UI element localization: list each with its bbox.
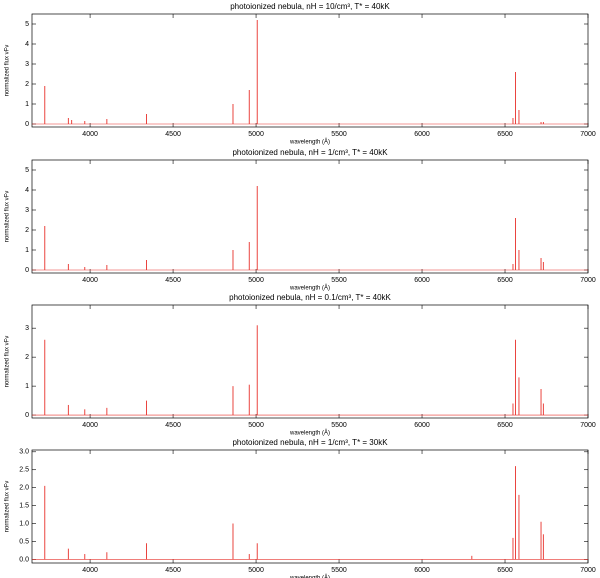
x-tick-label: 4000 [82, 567, 98, 574]
y-axis-label: normalized flux νFν [5, 336, 11, 388]
plot-frame [31, 159, 589, 274]
x-tick-label: 4500 [165, 277, 181, 284]
x-tick-label: 5000 [248, 567, 264, 574]
x-tick-label: 6000 [414, 567, 430, 574]
y-tick-label: 5 [25, 167, 29, 174]
x-axis-label: wavelength (Å) [289, 139, 330, 146]
x-tick-label: 4500 [165, 131, 181, 138]
x-tick-label: 4000 [82, 277, 98, 284]
x-tick-label: 5500 [331, 131, 347, 138]
x-tick-label: 7000 [580, 131, 596, 138]
y-axis-label: normalized flux νFν [5, 191, 11, 243]
x-tick-label: 5000 [248, 131, 264, 138]
y-tick-label: 5 [25, 21, 29, 28]
x-tick-label: 5000 [248, 277, 264, 284]
y-tick-label: 0 [25, 267, 29, 274]
y-tick-label: 2 [25, 81, 29, 88]
x-axis-label: wavelength (Å) [289, 575, 330, 578]
x-tick-label: 6000 [414, 422, 430, 429]
x-tick-label: 4000 [82, 422, 98, 429]
y-tick-label: 0 [25, 121, 29, 128]
y-tick-label: 1.0 [19, 520, 29, 527]
x-tick-label: 6500 [497, 422, 513, 429]
x-tick-label: 5500 [331, 567, 347, 574]
x-tick-label: 6500 [497, 567, 513, 574]
x-tick-label: 6500 [497, 131, 513, 138]
x-tick-label: 4500 [165, 567, 181, 574]
y-tick-label: 4 [25, 41, 29, 48]
y-tick-label: 1 [25, 383, 29, 390]
y-tick-label: 0 [25, 412, 29, 419]
chart-title: photoionized nebula, nH = 1/cm³, T* = 30… [232, 438, 388, 447]
x-tick-label: 6000 [414, 277, 430, 284]
x-tick-label: 5500 [331, 277, 347, 284]
chart-title: photoionized nebula, nH = 1/cm³, T* = 40… [232, 148, 388, 157]
y-tick-label: 1 [25, 101, 29, 108]
y-tick-label: 3 [25, 325, 29, 332]
x-tick-label: 5500 [331, 422, 347, 429]
chart-title: photoionized nebula, nH = 0.1/cm³, T* = … [229, 293, 391, 302]
x-tick-label: 6500 [497, 277, 513, 284]
y-tick-label: 3 [25, 61, 29, 68]
x-tick-label: 7000 [580, 422, 596, 429]
x-tick-label: 7000 [580, 277, 596, 284]
y-tick-label: 3.0 [19, 449, 29, 456]
plot-frame [31, 13, 589, 128]
y-tick-label: 1 [25, 247, 29, 254]
x-tick-label: 4000 [82, 131, 98, 138]
chart-title: photoionized nebula, nH = 10/cm³, T* = 4… [230, 2, 390, 11]
y-tick-label: 4 [25, 187, 29, 194]
y-tick-label: 2 [25, 354, 29, 361]
y-tick-label: 0.5 [19, 538, 29, 545]
y-axis-label: normalized flux νFν [5, 481, 11, 533]
x-tick-label: 5000 [248, 422, 264, 429]
y-tick-label: 3 [25, 207, 29, 214]
y-tick-label: 0.0 [19, 556, 29, 563]
y-tick-label: 1.5 [19, 502, 29, 509]
x-axis-label: wavelength (Å) [289, 285, 330, 292]
x-tick-label: 4500 [165, 422, 181, 429]
y-axis-label: normalized flux νFν [5, 45, 11, 97]
plot-frame [31, 449, 589, 564]
x-tick-label: 6000 [414, 131, 430, 138]
y-tick-label: 2.0 [19, 485, 29, 492]
y-tick-label: 2.5 [19, 467, 29, 474]
plot-frame [31, 304, 589, 419]
y-tick-label: 2 [25, 227, 29, 234]
x-axis-label: wavelength (Å) [289, 430, 330, 437]
x-tick-label: 7000 [580, 567, 596, 574]
